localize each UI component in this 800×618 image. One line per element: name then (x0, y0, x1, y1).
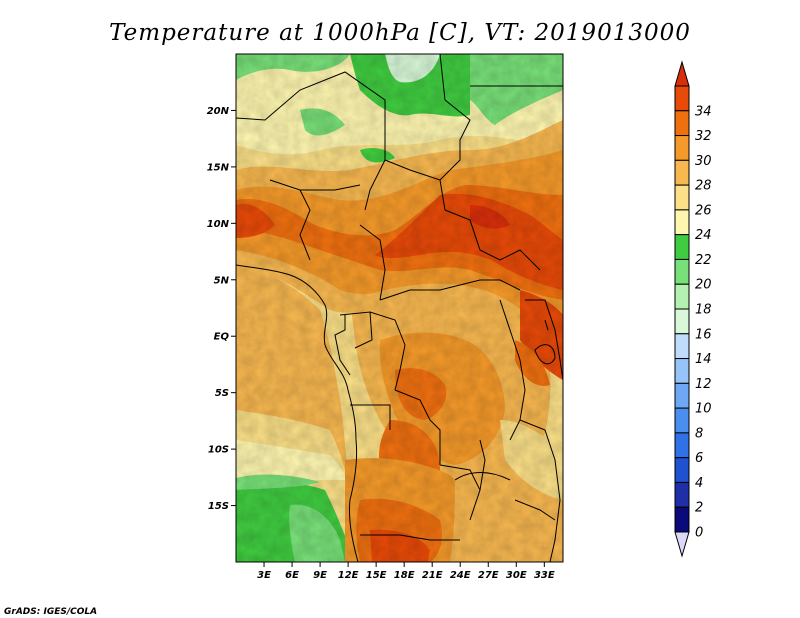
latitude-axis: 20N 15N 10N 5N EQ 5S 10S 15S (207, 106, 236, 512)
colorbar-swatch (674, 506, 690, 533)
longitude-axis: 3E 6E 9E 12E 15E 18E 21E 24E 27E 30E 33E (257, 562, 555, 581)
colorbar-label: 0 (695, 526, 703, 541)
colorbar-swatch (674, 481, 690, 508)
colorbar-swatch (674, 333, 690, 360)
colorbar-swatch (674, 457, 690, 483)
colorbar-label: 24 (695, 228, 712, 243)
lat-tick-label: 15S (208, 501, 229, 512)
lat-tick-label: 10S (208, 445, 229, 456)
colorbar-label: 22 (695, 253, 712, 268)
colorbar-label: 10 (695, 402, 712, 417)
colorbar-bottom-arrow (674, 531, 690, 558)
colorbar-top-arrow (674, 60, 690, 87)
colorbar-label: 12 (695, 377, 712, 392)
colorbar-swatch (674, 432, 690, 459)
temperature-field (236, 54, 563, 562)
lon-tick-label: 24E (450, 570, 471, 581)
colorbar-swatch (674, 209, 690, 236)
colorbar-label: 2 (695, 501, 703, 516)
colorbar-swatch (674, 85, 690, 112)
colorbar-swatch (674, 407, 690, 434)
lat-tick-label: 5N (214, 275, 230, 286)
map-frame (235, 53, 564, 563)
lon-tick-label: 9E (313, 570, 327, 581)
colorbar-swatch (674, 110, 690, 137)
colorbar-label: 30 (695, 154, 712, 169)
colorbar-swatch (674, 258, 690, 285)
lon-tick-label: 12E (338, 570, 359, 581)
colorbar-label: 4 (695, 476, 703, 491)
lat-tick-label: 15N (207, 162, 230, 173)
colorbar-swatch (674, 159, 690, 186)
country-borders (236, 54, 563, 562)
colorbar-swatch (674, 234, 690, 260)
temperature-map: 20N 15N 10N 5N EQ 5S 10S 15S 3E 6E 9E 12E 15E 18E 21E… (207, 53, 564, 581)
lon-tick-label: 6E (285, 570, 299, 581)
colorbar-swatch (674, 358, 690, 384)
lon-tick-label: 15E (366, 570, 387, 581)
colorbar-label: 14 (695, 352, 712, 367)
colorbar-label: 6 (695, 451, 703, 466)
colorbar-label: 20 (695, 278, 712, 293)
colorbar-swatch (674, 283, 690, 310)
lat-tick-label: 10N (207, 219, 230, 230)
lon-tick-label: 30E (506, 570, 527, 581)
colorbar-label: 32 (695, 129, 712, 144)
map-title: Temperature at 1000hPa [C], VT: 20190130… (109, 20, 691, 46)
lon-tick-label: 18E (394, 570, 415, 581)
credit-label: GrADS: IGES/COLA (4, 607, 97, 617)
colorbar-label: 26 (695, 203, 712, 218)
lat-tick-label: 20N (207, 106, 230, 117)
lat-tick-label: EQ (214, 332, 230, 343)
lon-tick-label: 33E (534, 570, 555, 581)
colorbar-label: 16 (695, 327, 712, 342)
lon-tick-label: 27E (478, 570, 499, 581)
colorbar-swatch (674, 382, 690, 409)
lon-tick-label: 21E (422, 570, 443, 581)
colorbar-label: 28 (695, 179, 712, 194)
colorbar-label: 34 (695, 104, 712, 119)
colorbar-swatch (674, 308, 690, 335)
colorbar-swatch (674, 135, 690, 161)
colorbar-label: 18 (695, 303, 712, 318)
colorbar-label: 8 (695, 426, 703, 441)
colorbar-swatch (674, 184, 690, 211)
lat-tick-label: 5S (215, 388, 229, 399)
lon-tick-label: 3E (257, 570, 271, 581)
